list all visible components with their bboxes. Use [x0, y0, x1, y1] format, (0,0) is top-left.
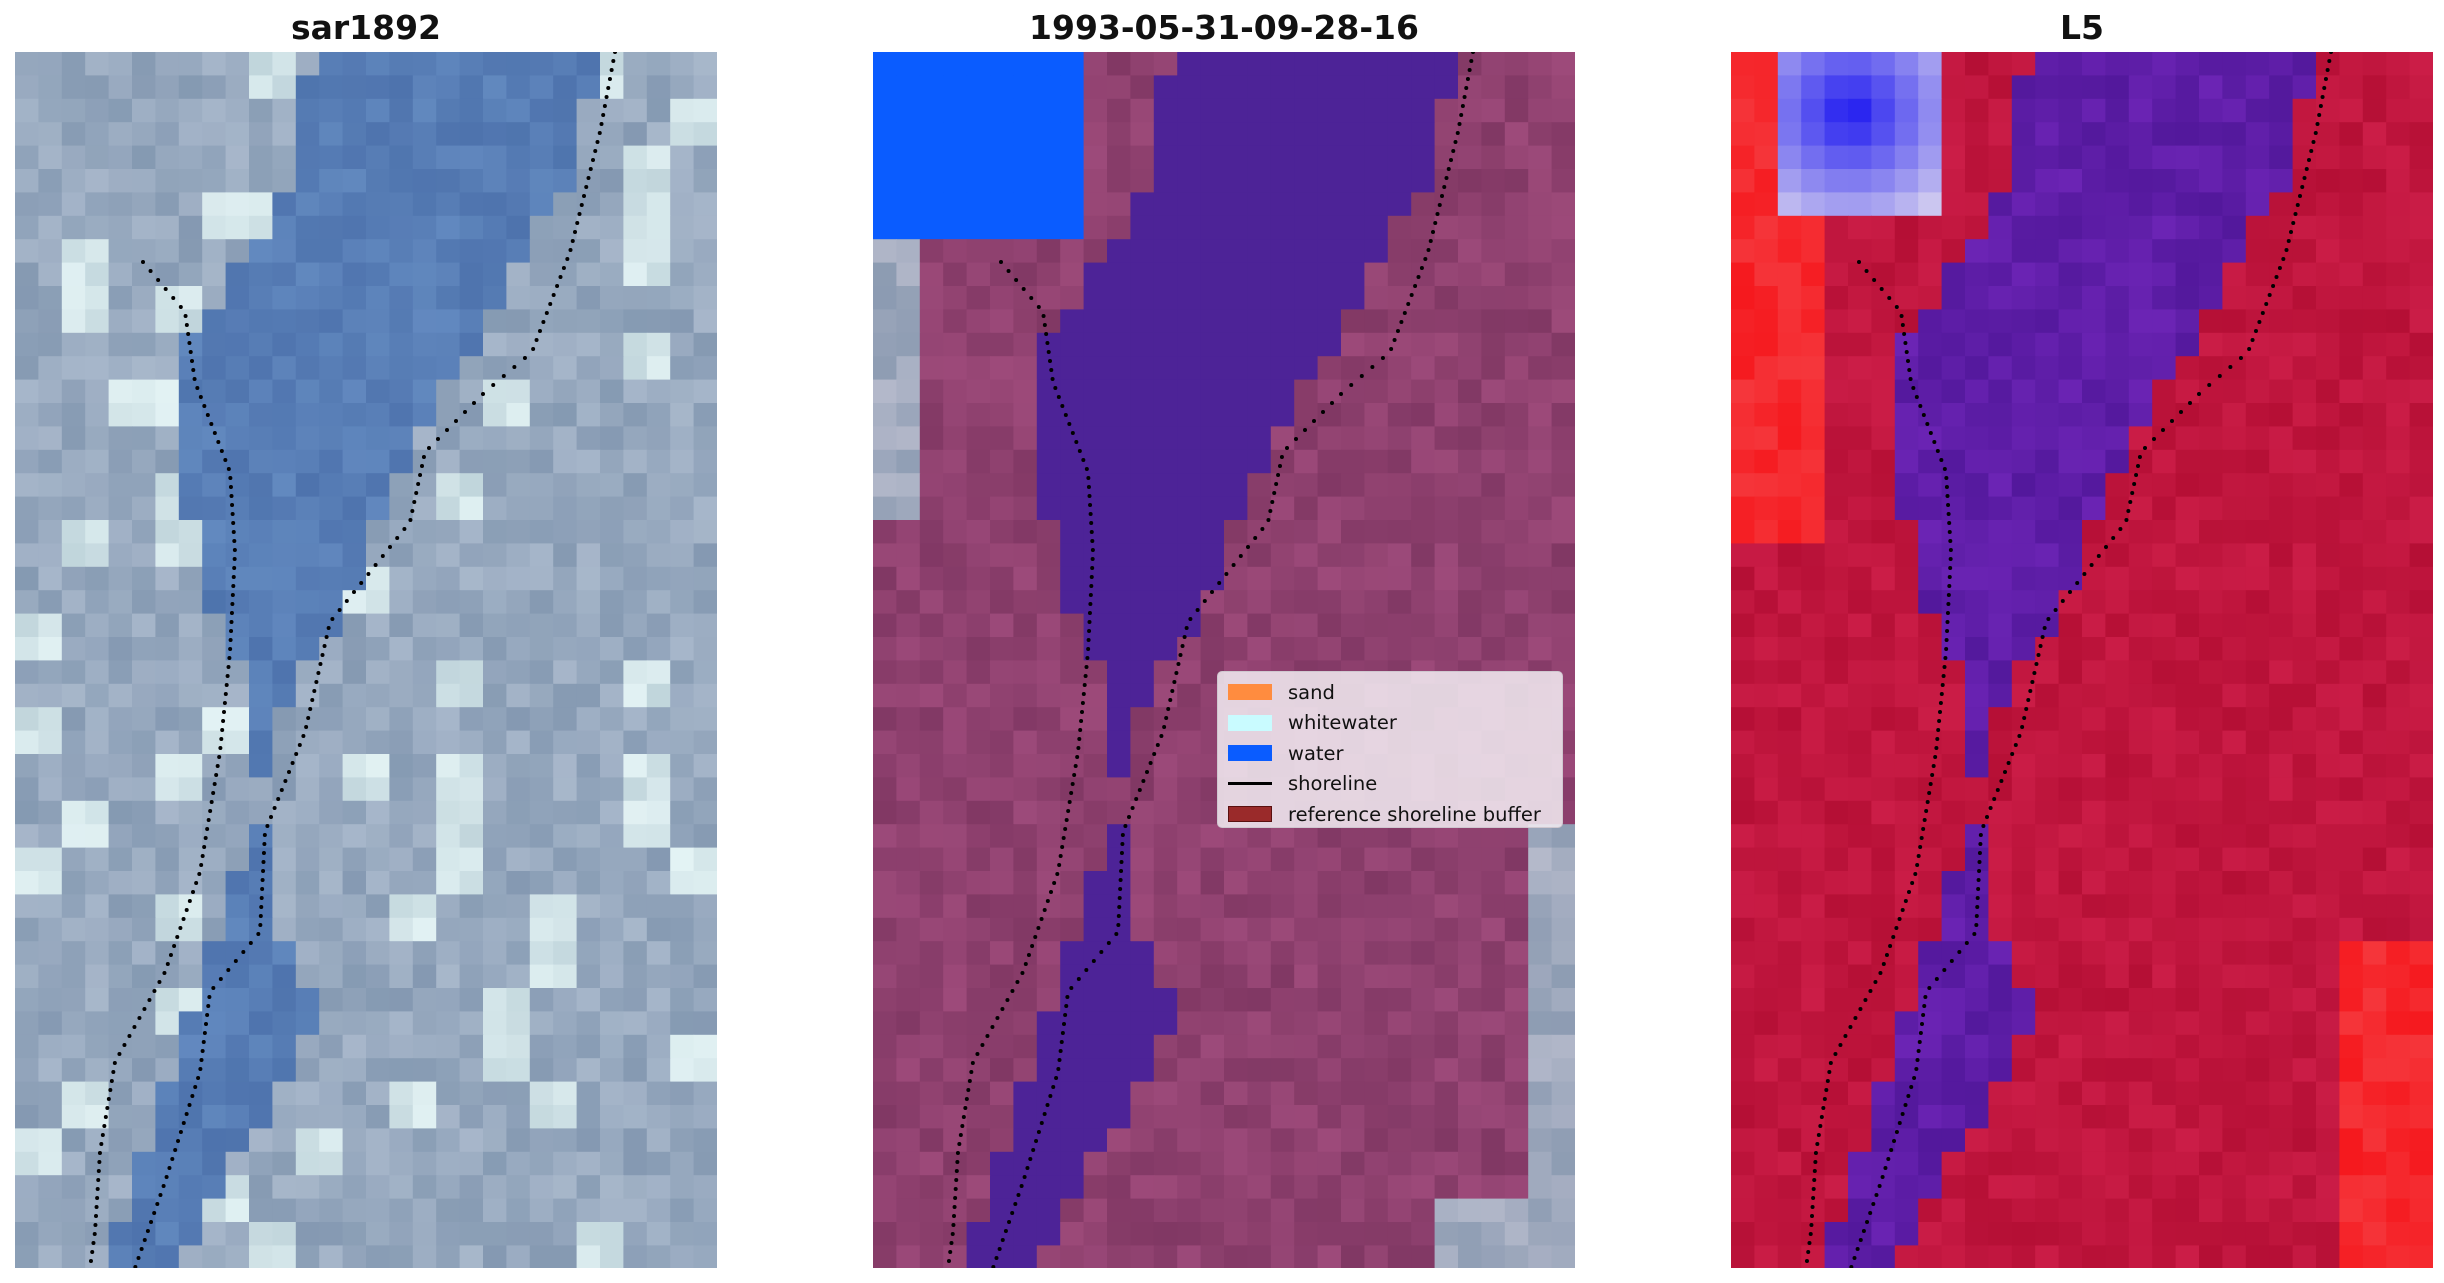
shoreline-dots — [133, 52, 617, 1268]
shoreline-dots — [991, 52, 1475, 1268]
shoreline-dots — [946, 260, 1095, 1263]
legend-item-sand: sand — [1228, 677, 1552, 708]
rgb-image — [15, 52, 717, 1268]
legend-item-whitewater: whitewater — [1228, 708, 1552, 739]
water-swatch — [1228, 745, 1272, 762]
legend-item-water: water — [1228, 738, 1552, 769]
shoreline-swatch — [1228, 782, 1272, 786]
legend-label: whitewater — [1288, 711, 1397, 735]
legend-item-reference-buffer: reference shoreline buffer — [1228, 799, 1552, 830]
shoreline-dots — [88, 260, 237, 1263]
whitewater-swatch — [1228, 714, 1272, 731]
legend-label: water — [1288, 741, 1344, 765]
panel-title-date: 1993-05-31-09-28-16 — [1029, 8, 1419, 47]
legend-item-shoreline: shoreline — [1228, 769, 1552, 800]
index-image — [1731, 52, 2433, 1268]
reference-buffer-swatch — [1228, 806, 1272, 823]
classified-image-panel — [873, 52, 1575, 1268]
legend-label: sand — [1288, 680, 1335, 704]
rgb-image-panel — [15, 52, 717, 1268]
panel-title-sar1892: sar1892 — [290, 8, 442, 47]
sand-swatch — [1228, 684, 1272, 701]
legend-label: reference shoreline buffer — [1288, 802, 1541, 826]
legend-label: shoreline — [1288, 772, 1378, 796]
classified-image — [873, 52, 1575, 1268]
legend: sand whitewater water shoreline referenc… — [1217, 671, 1563, 828]
panel-title-l5: L5 — [2060, 8, 2104, 47]
shoreline-dots — [1849, 52, 2333, 1268]
index-image-panel — [1731, 52, 2433, 1268]
shoreline-dots — [1804, 260, 1953, 1263]
